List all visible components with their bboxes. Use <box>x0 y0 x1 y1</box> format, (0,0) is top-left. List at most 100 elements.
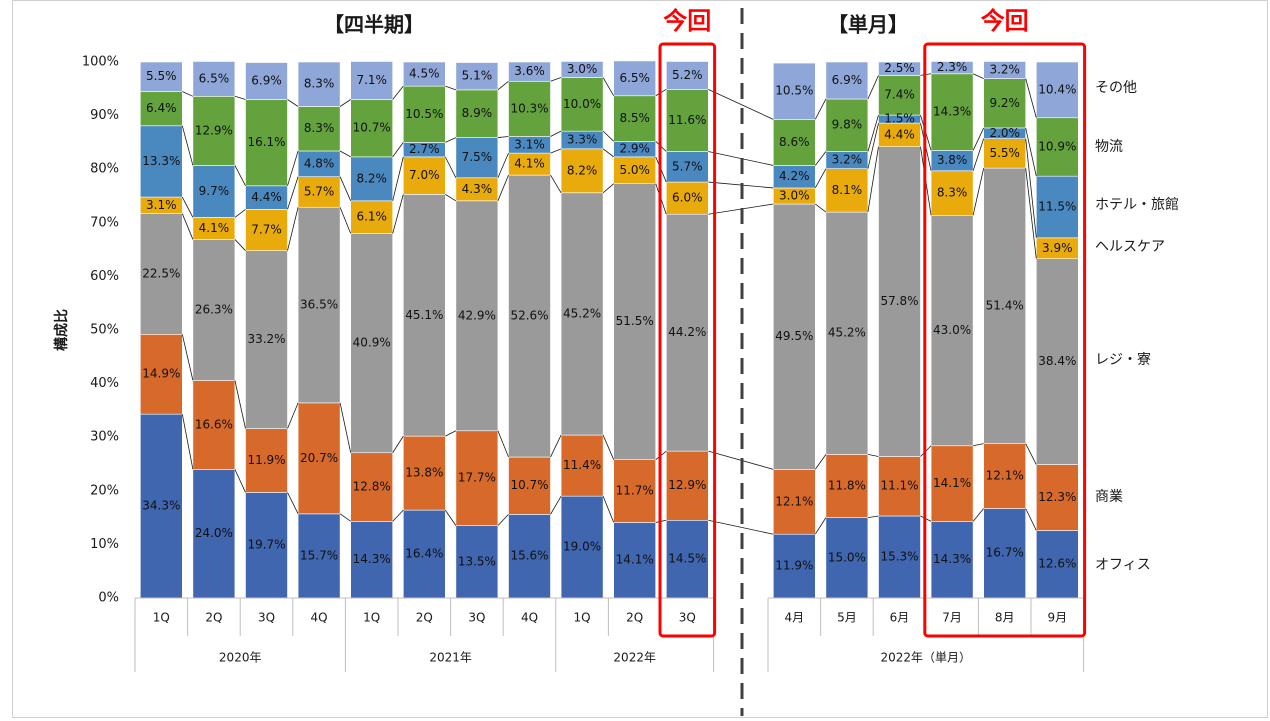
bar-segment-5 <box>350 156 394 202</box>
series-connector-line <box>814 151 827 166</box>
data-label: 8.1% <box>832 183 863 197</box>
bar-segment-1 <box>825 517 869 599</box>
bar-segment-3 <box>508 174 551 458</box>
series-connector-line <box>550 148 562 154</box>
series-connector-line <box>234 95 246 100</box>
series-connector-line <box>867 123 879 169</box>
series-connector-line <box>445 85 457 91</box>
data-label: 15.0% <box>828 550 866 564</box>
bar-segment-6 <box>1036 117 1079 177</box>
bar-segment-2 <box>192 380 236 470</box>
series-connector-line <box>814 98 827 120</box>
data-label: 20.7% <box>300 451 338 465</box>
series-connector-line <box>234 209 246 218</box>
series-connector-line <box>392 142 404 158</box>
data-label: 4.8% <box>304 156 335 170</box>
data-label: 14.1% <box>616 553 654 567</box>
data-label: 4.2% <box>779 169 810 183</box>
data-label: 10.4% <box>1038 82 1076 96</box>
data-label: 3.3% <box>567 132 598 146</box>
bar-segment-2 <box>878 456 921 517</box>
legend-label: レジ・寮 <box>1095 351 1151 368</box>
data-label: 6.0% <box>672 191 703 205</box>
section-title-quarterly: 【四半期】 <box>324 13 424 37</box>
bar-segment-7 <box>772 62 816 120</box>
data-label: 12.1% <box>775 494 813 508</box>
data-label: 45.2% <box>563 306 601 320</box>
data-label: 45.2% <box>828 326 866 340</box>
x-tick-label: 2Q <box>626 611 643 625</box>
data-label: 7.4% <box>884 88 915 102</box>
data-label: 12.9% <box>668 478 706 492</box>
x-tick-label: 9月 <box>1047 611 1067 625</box>
bar-segment-1 <box>560 495 604 599</box>
data-label: 43.0% <box>933 323 971 337</box>
data-label: 16.7% <box>986 546 1024 560</box>
bar-segment-4 <box>983 138 1027 169</box>
bar-segment-7 <box>665 61 709 90</box>
bar-segment-7 <box>983 61 1027 79</box>
series-connector-line <box>708 88 774 120</box>
data-label: 10.5% <box>405 107 443 121</box>
series-connector-line <box>1025 168 1037 259</box>
bar-segment-7 <box>1036 61 1079 119</box>
legend-label: 商業 <box>1095 489 1123 505</box>
series-connector-line <box>1025 78 1037 118</box>
series-connector-line <box>444 509 457 526</box>
series-connector-line <box>234 165 246 187</box>
highlight-label: 今回 <box>663 7 711 35</box>
data-label: 11.7% <box>616 484 654 498</box>
bar-segment-3 <box>455 200 499 432</box>
data-label: 38.4% <box>1038 354 1076 368</box>
y-tick-label: 10% <box>90 537 119 552</box>
series-connector-line <box>444 156 457 178</box>
data-label: 12.9% <box>195 123 233 137</box>
bar-segment-2 <box>930 445 974 522</box>
y-tick-label: 60% <box>90 269 119 284</box>
series-connector-line <box>287 492 299 515</box>
series-connector-line <box>181 125 194 166</box>
series-connector-line <box>867 453 879 457</box>
series-connector-line <box>339 207 352 234</box>
series-connector-line <box>497 152 509 178</box>
bar-segment-3 <box>245 250 288 429</box>
y-tick-label: 50% <box>90 323 119 338</box>
bar-segment-3 <box>983 167 1027 444</box>
bar-segment-7 <box>140 61 183 92</box>
bar-segment-7 <box>192 61 236 97</box>
bar-segment-6 <box>560 77 604 132</box>
series-connector-line <box>867 114 879 152</box>
bar-segment-7 <box>455 62 499 91</box>
legend-label: その他 <box>1095 80 1137 96</box>
x-tick-label: 3Q <box>679 611 696 625</box>
series-connector-line <box>445 194 457 202</box>
bar-segment-6 <box>455 89 499 138</box>
data-label: 6.1% <box>356 210 387 224</box>
y-tick-label: 70% <box>90 215 119 230</box>
bar-segment-5 <box>140 125 183 198</box>
bar-segment-2 <box>508 456 551 515</box>
data-label: 49.5% <box>775 329 813 343</box>
y-tick-label: 80% <box>90 162 119 177</box>
bar-segment-7 <box>508 61 551 82</box>
bar-segment-6 <box>983 78 1027 129</box>
series-connector-line <box>1025 127 1037 177</box>
series-connector-line <box>550 434 562 458</box>
data-label: 8.2% <box>567 163 598 177</box>
series-connector-line <box>550 77 562 82</box>
bar-segment-2 <box>772 469 816 535</box>
series-connector-line <box>972 508 985 522</box>
bar-segment-2 <box>560 434 604 497</box>
bar-segment-5 <box>455 137 499 179</box>
bar-segment-1 <box>772 533 816 599</box>
series-connector-line <box>287 207 299 251</box>
series-connector-line <box>867 515 879 518</box>
bar-segment-4 <box>930 170 974 216</box>
bar-segment-1 <box>245 492 288 599</box>
series-connector-line <box>339 513 351 522</box>
bar-segment-1 <box>983 508 1027 599</box>
data-label: 3.8% <box>937 153 968 167</box>
bar-segment-4 <box>613 156 657 184</box>
bar-segment-5 <box>192 165 236 218</box>
data-label: 3.2% <box>832 153 863 167</box>
